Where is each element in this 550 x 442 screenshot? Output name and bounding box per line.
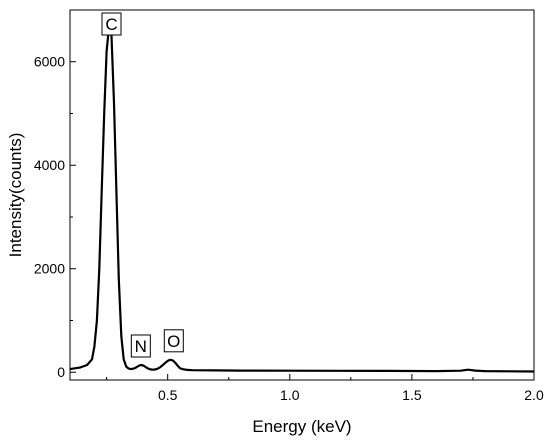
peak-label-text: C	[105, 15, 117, 34]
peak-label-o: O	[163, 329, 184, 353]
x-tick-label: 2.0	[524, 387, 544, 403]
peak-label-c: C	[101, 12, 122, 36]
peak-label-box	[130, 334, 151, 358]
y-axis-ticks: 0 2000 4000 6000	[34, 54, 76, 380]
y-tick-label: 4000	[34, 157, 65, 173]
y-tick-label: 6000	[34, 54, 65, 70]
y-tick-label: 0	[57, 364, 65, 380]
peak-label-box	[101, 12, 122, 36]
plot-frame	[69, 9, 535, 381]
x-tick-label: 1.5	[402, 387, 422, 403]
spectrum-line	[69, 24, 535, 373]
peak-label-box	[163, 329, 184, 353]
peak-label-n: N	[130, 334, 151, 358]
x-axis-ticks: 0.5 1.0 1.5 2.0	[106, 374, 544, 403]
x-tick-label: 1.0	[280, 387, 300, 403]
x-tick-label: 0.5	[158, 387, 178, 403]
y-tick-label: 2000	[34, 261, 65, 277]
peak-annotations: C N O	[101, 12, 184, 358]
peak-label-text: N	[135, 337, 147, 356]
y-axis-title: Intensity(counts)	[6, 133, 25, 258]
peak-label-text: O	[167, 332, 180, 351]
x-axis-title: Energy (keV)	[252, 417, 351, 436]
